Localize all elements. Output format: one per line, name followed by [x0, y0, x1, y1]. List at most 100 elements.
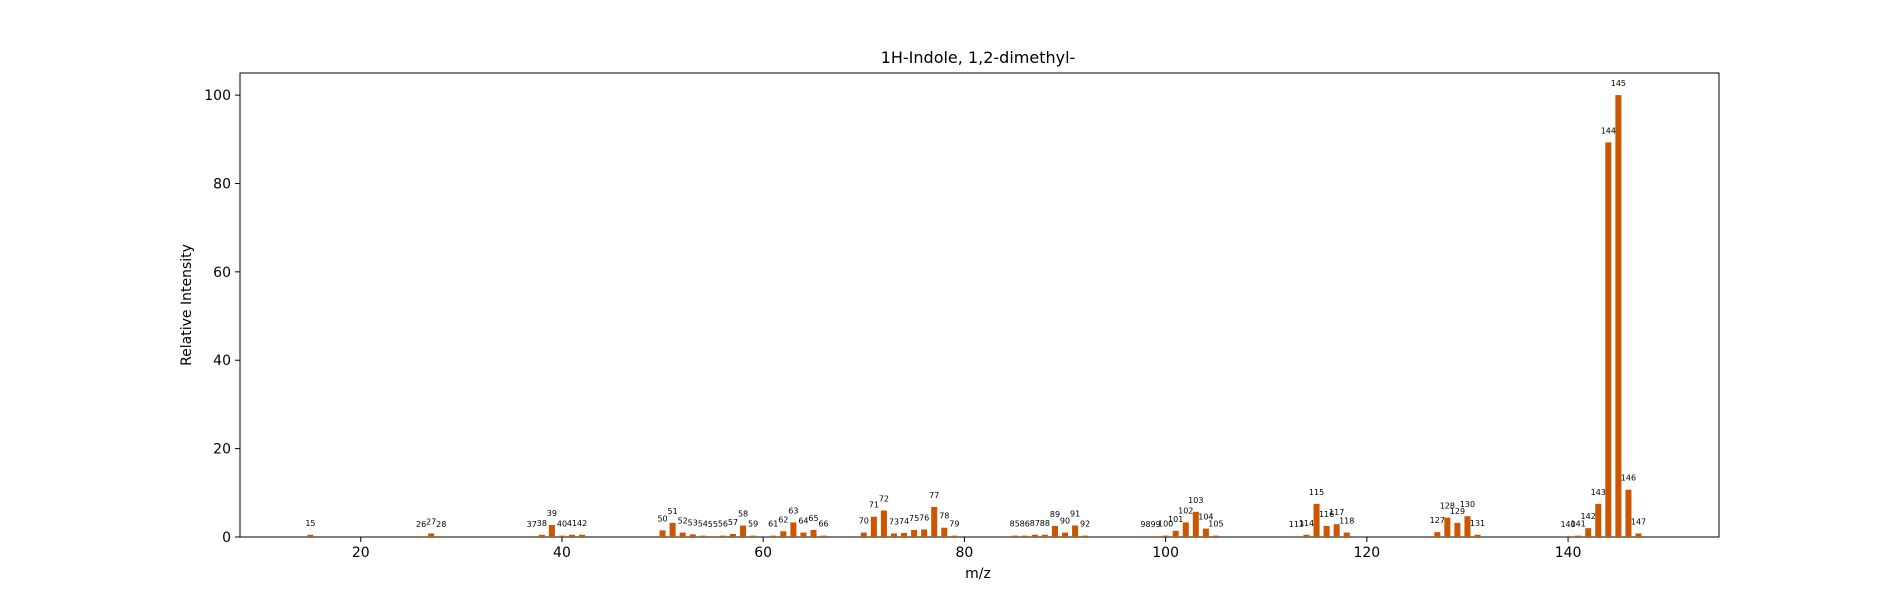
bar-mz-61	[770, 535, 777, 537]
x-tick-label-20: 20	[352, 545, 370, 561]
bar-label-mz-38: 38	[537, 519, 547, 528]
bar-label-mz-102: 102	[1178, 506, 1193, 515]
bar-mz-50	[659, 530, 666, 537]
bar-label-mz-100: 100	[1158, 520, 1173, 529]
bar-mz-52	[679, 532, 686, 537]
bar-label-mz-79: 79	[949, 520, 959, 529]
bar-mz-114	[1303, 534, 1310, 537]
bar-label-mz-40: 40	[557, 520, 567, 529]
bar-label-mz-118: 118	[1339, 517, 1354, 526]
bar-mz-41	[569, 534, 576, 537]
bar-label-mz-90: 90	[1060, 517, 1070, 526]
bar-mz-92	[1082, 535, 1089, 537]
bar-mz-63	[790, 522, 797, 537]
bar-label-mz-98: 98	[1140, 520, 1150, 529]
bar-label-mz-26: 26	[416, 520, 426, 529]
y-axis-label: Relative Intensity	[179, 244, 195, 366]
x-tick-label-140: 140	[1555, 545, 1582, 561]
bar-label-mz-42: 42	[577, 519, 587, 528]
bar-mz-142	[1585, 528, 1592, 537]
bar-mz-89	[1051, 525, 1058, 537]
bar-mz-147	[1635, 533, 1642, 537]
bar-label-mz-64: 64	[798, 517, 808, 526]
bar-mz-91	[1072, 525, 1079, 537]
y-tick-label-60: 60	[213, 265, 231, 281]
bar-label-mz-76: 76	[919, 513, 929, 522]
x-tick-label-40: 40	[553, 545, 571, 561]
bar-mz-144	[1605, 142, 1612, 537]
bar-mz-127	[1434, 532, 1441, 537]
bar-label-mz-91: 91	[1070, 510, 1080, 519]
x-axis: 20 40 60 80 100 120 140	[352, 537, 1582, 561]
bar-mz-54	[699, 535, 706, 537]
bar-label-mz-144: 144	[1601, 126, 1616, 135]
bar-label-mz-117: 117	[1329, 508, 1344, 517]
bar-label-mz-65: 65	[808, 514, 818, 523]
bar-mz-145	[1615, 95, 1622, 537]
bar-mz-65	[810, 529, 817, 537]
bar-label-mz-54: 54	[698, 520, 708, 529]
bar-mz-104	[1202, 528, 1209, 537]
bar-label-mz-15: 15	[305, 519, 315, 528]
x-tick-label-100: 100	[1152, 545, 1179, 561]
bar-label-mz-103: 103	[1188, 496, 1203, 505]
bar-label-mz-114: 114	[1299, 519, 1314, 528]
bar-mz-102	[1182, 522, 1189, 537]
bar-mz-59	[750, 535, 757, 537]
bar-label-mz-41: 41	[567, 519, 577, 528]
bar-label-mz-101: 101	[1168, 515, 1183, 524]
bar-label-mz-143: 143	[1591, 488, 1606, 497]
bar-label-mz-74: 74	[899, 517, 909, 526]
bar-label-mz-62: 62	[778, 515, 788, 524]
bar-label-mz-66: 66	[818, 520, 828, 529]
plot-area	[239, 72, 1720, 538]
bar-label-mz-105: 105	[1208, 520, 1223, 529]
bar-mz-141	[1575, 535, 1582, 537]
bar-mz-42	[579, 534, 586, 537]
bar-mz-27	[428, 533, 435, 537]
bar-mz-57	[729, 533, 737, 537]
bar-label-mz-58: 58	[738, 510, 748, 519]
plot-frame	[239, 72, 1720, 538]
bar-mz-74	[901, 533, 908, 537]
bar-label-mz-88: 88	[1040, 519, 1050, 528]
bar-label-mz-71: 71	[869, 501, 879, 510]
bar-mz-38	[538, 534, 545, 537]
bar-mz-118	[1343, 532, 1350, 537]
bar-label-mz-39: 39	[547, 509, 557, 518]
bar-mz-103	[1192, 511, 1199, 537]
bar-label-mz-142: 142	[1581, 512, 1596, 521]
bar-mz-113	[1293, 536, 1300, 537]
bar-label-mz-128: 128	[1440, 502, 1455, 511]
bar-label-mz-113: 113	[1289, 520, 1304, 529]
bar-mz-39	[548, 525, 555, 537]
bar-mz-53	[689, 534, 696, 537]
bar-mz-55	[709, 536, 716, 537]
bar-label-mz-104: 104	[1198, 513, 1213, 522]
bar-mz-99	[1152, 536, 1159, 537]
bar-mz-75	[911, 529, 918, 537]
bar-label-mz-141: 141	[1570, 520, 1585, 529]
bar-label-mz-77: 77	[929, 491, 939, 500]
bar-mz-37	[528, 536, 535, 537]
bar-label-mz-55: 55	[708, 520, 718, 529]
bar-mz-98	[1142, 536, 1149, 537]
bar-mz-71	[870, 516, 877, 537]
bar-label-mz-145: 145	[1611, 79, 1626, 88]
x-axis-label: m/z	[965, 566, 991, 582]
bar-label-mz-99: 99	[1150, 520, 1160, 529]
bar-mz-64	[800, 532, 807, 537]
bar-mz-26	[418, 536, 425, 537]
bar-label-mz-52: 52	[678, 517, 688, 526]
bar-label-mz-92: 92	[1080, 520, 1090, 529]
bar-label-mz-59: 59	[748, 520, 758, 529]
bar-mz-86	[1021, 535, 1028, 537]
y-tick-label-0: 0	[222, 530, 231, 546]
bar-label-mz-86: 86	[1020, 520, 1030, 529]
bar-label-mz-51: 51	[668, 507, 678, 516]
bar-mz-78	[941, 527, 948, 537]
x-tick-label-80: 80	[955, 545, 973, 561]
bar-mz-115	[1313, 503, 1320, 537]
